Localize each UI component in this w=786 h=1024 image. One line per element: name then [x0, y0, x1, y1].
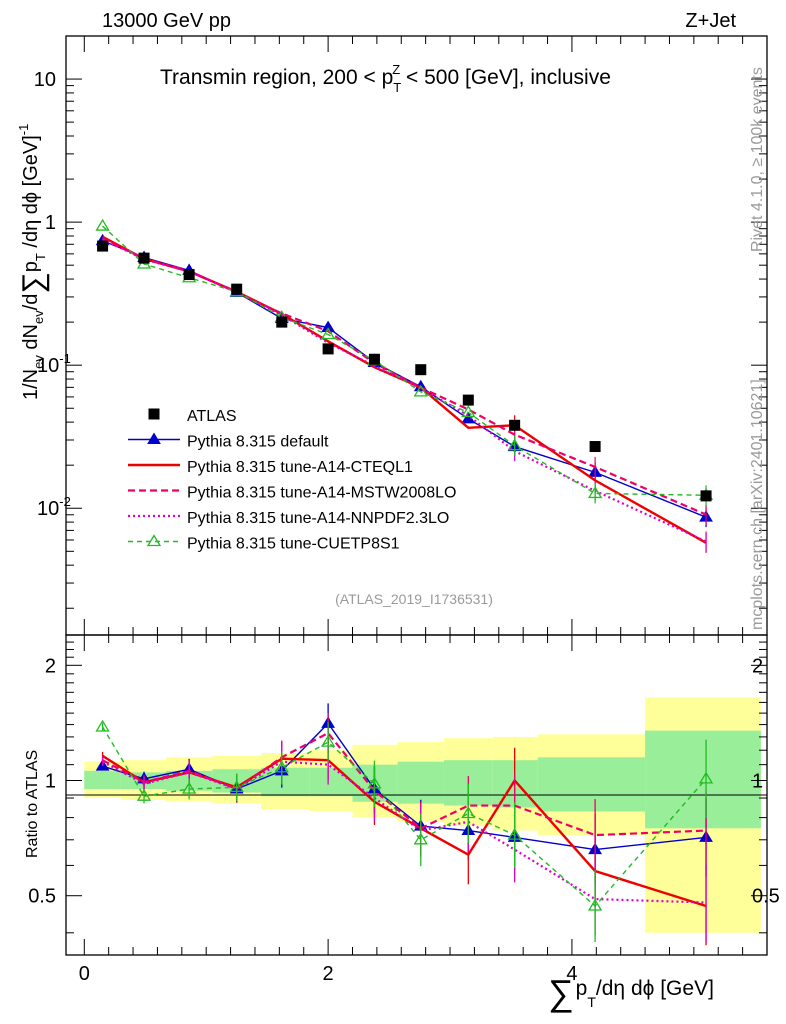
header-right: Z+Jet: [685, 10, 736, 32]
panel-title: Transmin region, 200 < pTZ < 500 [GeV], …: [160, 62, 611, 95]
ratio-point-s5: [136, 788, 152, 801]
main-panel: 10-2 10-1 1 10 Transmin region, 200 < pTZ <…: [34, 35, 768, 636]
ratio-point-s5: [461, 806, 476, 819]
ratio-point-s5: [274, 760, 289, 773]
ratio-bands: [84, 697, 761, 933]
analysis-id: (ATLAS_2019_I1736531): [335, 591, 493, 607]
ratio-point-s5: [367, 776, 382, 789]
main-tick-labels: 10-2 10-1 1 10: [34, 69, 71, 520]
side-text-bottom: mcplots.cern.ch [arXiv:2401.10621]: [749, 379, 766, 630]
main-point-s5: [95, 218, 110, 231]
ratio-line-5: [101, 726, 707, 907]
atlas-points: [97, 240, 712, 502]
atlas-point: [276, 316, 288, 328]
ratio-series: [95, 703, 714, 946]
ratio-tick-label-right: 1: [752, 771, 763, 793]
ratio-point-s5: [413, 832, 428, 845]
green-band: [84, 770, 121, 790]
green-band: [397, 761, 444, 804]
green-band: [537, 757, 646, 812]
main-point-s5: [320, 327, 336, 340]
x-axis-label: ∑pT/dη dϕ [GeV]: [548, 972, 714, 1013]
x-tick-label: 4: [566, 963, 577, 985]
ratio-tick-label-left: 2: [45, 655, 56, 677]
ratio-point-s5: [698, 771, 714, 784]
atlas-point: [97, 240, 109, 252]
legend-label: Pythia 8.315 tune-A14-NNPDF2.3LO: [187, 510, 449, 527]
x-tick-label: 0: [79, 963, 90, 985]
atlas-point: [462, 394, 474, 406]
main-point-s5: [413, 384, 428, 397]
ratio-point-s5: [587, 898, 603, 911]
ratio-line-1: [102, 722, 707, 851]
side-text-top: Rivet 4.1.0, ≥ 100k events: [749, 67, 766, 252]
y-axis-label-main: 1/Nev dNev/d∑pT /dη dϕ [GeV]-1: [16, 124, 50, 400]
main-point-s5: [461, 405, 476, 418]
y-tick-label: 10-2: [37, 494, 71, 520]
y-tick-label: 10-1: [37, 351, 71, 377]
legend-label: Pythia 8.315 tune-A14-MSTW2008LO: [187, 485, 456, 502]
header-left: 13000 GeV pp: [102, 10, 231, 32]
ratio-point-s5: [507, 827, 522, 840]
main-line-5: [102, 225, 707, 496]
legend-label: Pythia 8.315 tune-A14-CTEQL1: [187, 459, 413, 476]
ratio-line-4: [102, 760, 707, 904]
legend-marker-atlas: [148, 408, 160, 420]
ratio-ticks: [66, 635, 767, 955]
ratio-point-s5: [229, 780, 244, 792]
ratio-point-s5: [320, 734, 336, 747]
atlas-point: [138, 252, 150, 264]
atlas-point: [415, 364, 427, 376]
legend-marker: [147, 432, 161, 444]
ratio-panel: 0.5 0.5 1 1 2 2 0 2 4: [28, 634, 780, 985]
ratio-tick-label-left: 0.5: [28, 886, 56, 908]
ratio-tick-label-left: 1: [45, 771, 56, 793]
x-tick-label: 2: [323, 963, 334, 985]
atlas-point: [589, 441, 601, 453]
title-sub: T: [393, 80, 401, 95]
ratio-tick-label-right: 2: [752, 655, 763, 677]
main-ticks: [66, 35, 767, 635]
legend: ATLAS Pythia 8.315 default Pythia 8.315 tu…: [128, 408, 456, 553]
atlas-point: [231, 283, 243, 295]
atlas-point: [183, 269, 195, 281]
ratio-tick-labels: 0.5 0.5 1 1 2 2: [28, 655, 780, 907]
green-band: [645, 730, 761, 829]
green-band: [309, 767, 353, 797]
y-tick-label: 1: [45, 212, 56, 234]
y-tick-label: 10: [34, 69, 56, 91]
atlas-point: [509, 419, 521, 431]
legend-label: ATLAS: [187, 408, 237, 425]
y-axis-label-ratio: Ratio to ATLAS: [24, 750, 41, 858]
atlas-point: [700, 490, 712, 502]
ratio-point-s5: [181, 781, 197, 794]
title-sup: Z: [392, 62, 400, 77]
main-line-4: [102, 238, 707, 543]
main-frame: [65, 35, 768, 636]
legend-label: Pythia 8.315 default: [187, 434, 329, 451]
main-point-s5: [507, 438, 522, 451]
ratio-point-s5: [95, 719, 110, 732]
ratio-tick-label-right: 0.5: [752, 886, 780, 908]
atlas-point: [368, 353, 380, 365]
legend-label: Pythia 8.315 tune-CUETP8S1: [187, 536, 400, 553]
ratio-line-3: [102, 731, 707, 837]
legend-marker: [146, 534, 162, 547]
atlas-point: [322, 343, 334, 355]
ratio-frame: [65, 634, 768, 956]
x-tick-labels: 0 2 4: [79, 963, 578, 985]
main-point-s5: [587, 486, 603, 499]
